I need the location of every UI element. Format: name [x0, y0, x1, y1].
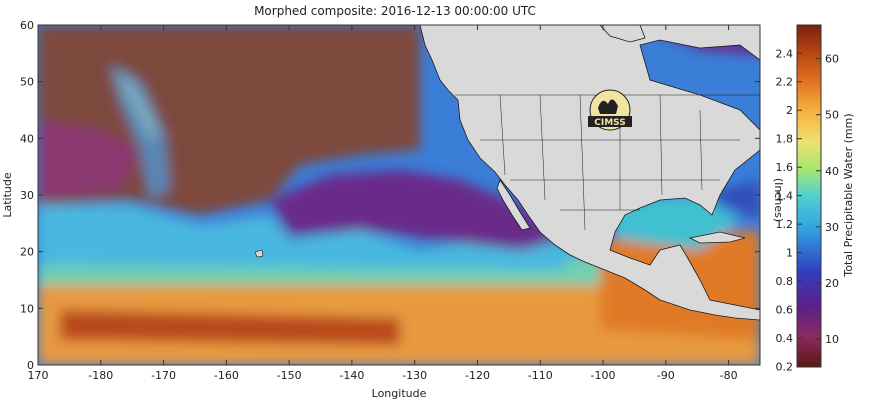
x-axis-ticks: 170 -180 -170 -160 -150 -140 -130 -120 -110 -100 -…: [28, 25, 738, 382]
colorbar-mm-tick-label: 30: [825, 221, 839, 234]
map-plot-area: [38, 25, 760, 365]
x-tick-label: -120: [465, 369, 490, 382]
colorbar-inch-tick-label: 1.2: [776, 218, 794, 231]
cimss-logo-text: CIMSS: [594, 118, 625, 128]
colorbar-inch-ticks: 0.2 0.4 0.6 0.8 1 1.2 1.4 1.6 1.8 2 2.2 2.4: [776, 47, 802, 374]
colorbar-inch-tick-label: 0.8: [776, 275, 794, 288]
colorbar-inch-tick-label: 1.8: [776, 133, 794, 146]
x-tick-label: 170: [28, 369, 49, 382]
x-tick-label: -110: [528, 369, 553, 382]
colorbar-inch-tick-label: 0.4: [776, 332, 794, 345]
colorbar-inch-tick-label: 0.2: [776, 361, 794, 374]
caribbean-islands: [688, 231, 746, 244]
colorbar-inch-tick-label: 2.2: [776, 76, 794, 89]
chart-title: Morphed composite: 2016-12-13 00:00:00 U…: [254, 4, 536, 18]
baja-california-land: [496, 179, 531, 231]
x-tick-label: -100: [591, 369, 616, 382]
north-america-land: [419, 25, 760, 321]
colorbar-mm-tick-label: 50: [825, 109, 839, 122]
hawaii-islands: [254, 249, 264, 258]
alaska-land: [599, 25, 646, 43]
y-tick-label: 10: [20, 302, 34, 315]
x-tick-label: -130: [402, 369, 427, 382]
colorbar-mm-tick-label: 20: [825, 277, 839, 290]
colorbar-mm-tick-label: 40: [825, 165, 839, 178]
colorbar-mm-tick-label: 10: [825, 333, 839, 346]
y-axis-label: Latitude: [1, 172, 14, 218]
colorbar-inch-label: (Inches): [772, 178, 785, 222]
cimss-logo-icon: CIMSS: [588, 89, 632, 131]
y-tick-label: 20: [20, 246, 34, 259]
x-tick-label: -80: [720, 369, 738, 382]
y-tick-label: 30: [20, 189, 34, 202]
x-tick-label: -150: [277, 369, 302, 382]
colorbar-mm-tick-label: 60: [825, 53, 839, 66]
colorbar-inch-tick-label: 2: [786, 104, 793, 117]
y-tick-label: 40: [20, 132, 34, 145]
colorbar-inch-tick-label: 2.4: [776, 47, 794, 60]
colorbar-inch-tick-label: 1.6: [776, 161, 794, 174]
x-axis-label: Longitude: [372, 387, 427, 400]
x-tick-label: -90: [657, 369, 675, 382]
y-axis-ticks: 0 10 20 30 40 50 60: [20, 19, 760, 372]
x-tick-label: -140: [339, 369, 364, 382]
colorbar-inch-tick-label: 0.6: [776, 304, 794, 317]
y-tick-label: 50: [20, 76, 34, 89]
colorbar-inch-tick-label: 1.4: [776, 190, 794, 203]
y-tick-label: 60: [20, 19, 34, 32]
colorbar-inch-tick-label: 1: [786, 247, 793, 260]
x-tick-label: -180: [88, 369, 113, 382]
x-tick-label: -160: [214, 369, 239, 382]
colorbar-mm-ticks: 10 20 30 40 50 60: [816, 53, 839, 346]
colorbar-mm-label: Total Precipitable Water (mm): [842, 113, 855, 277]
x-tick-label: -170: [151, 369, 176, 382]
y-tick-label: 0: [27, 359, 34, 372]
political-borders: [455, 94, 760, 231]
